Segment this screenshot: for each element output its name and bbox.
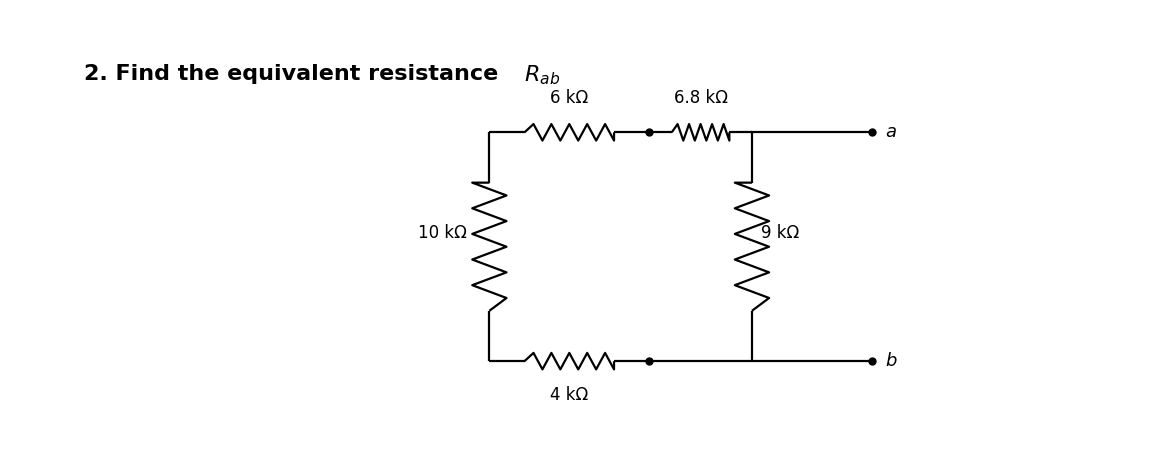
Text: a: a (886, 123, 897, 141)
Text: 6 kΩ: 6 kΩ (550, 89, 589, 107)
Text: 6.8 kΩ: 6.8 kΩ (674, 89, 728, 107)
Text: 10 kΩ: 10 kΩ (417, 224, 467, 242)
Text: b: b (886, 352, 897, 370)
Text: 9 kΩ: 9 kΩ (761, 224, 799, 242)
Text: $R_{ab}$: $R_{ab}$ (523, 64, 560, 87)
Text: 2. Find the equivalent resistance: 2. Find the equivalent resistance (84, 64, 506, 84)
Text: 4 kΩ: 4 kΩ (550, 386, 589, 404)
